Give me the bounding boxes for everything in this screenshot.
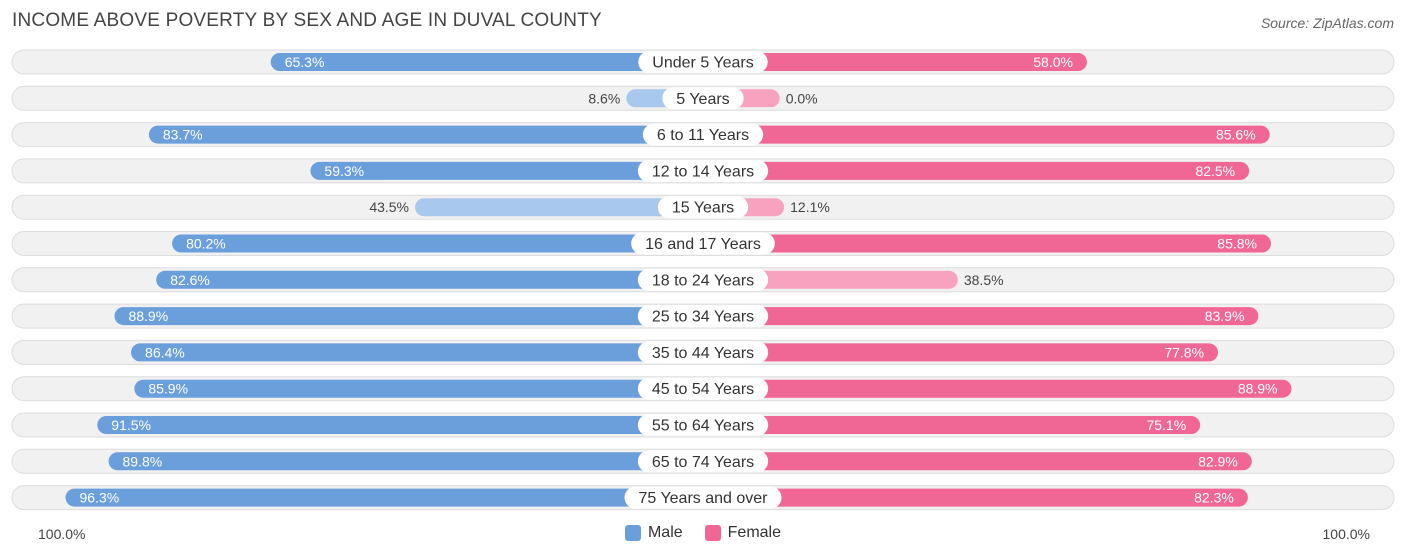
female-bar: [703, 161, 1250, 180]
category-label: 25 to 34 Years: [652, 309, 754, 326]
male-value-label: 65.3%: [285, 54, 325, 70]
male-bar: [134, 379, 704, 398]
category-pill: [637, 268, 769, 291]
female-bar: [703, 343, 1219, 362]
male-bar: [156, 270, 704, 289]
category-label: 35 to 44 Years: [652, 345, 754, 362]
female-value-label: 85.8%: [1217, 236, 1257, 252]
male-bar: [97, 416, 703, 434]
female-value-label: 77.8%: [1164, 344, 1204, 360]
category-label: 16 and 17 Years: [645, 236, 761, 253]
female-value-label: 88.9%: [1238, 381, 1278, 397]
male-value-label: 59.3%: [324, 163, 364, 179]
category-label: 6 to 11 Years: [657, 127, 749, 144]
category-pill: [657, 196, 749, 219]
legend: Male Female: [0, 524, 1406, 542]
category-label: 5 Years: [676, 91, 729, 108]
female-bar: [703, 452, 1252, 471]
female-value-label: 82.9%: [1198, 453, 1238, 469]
category-pill: [631, 232, 775, 255]
legend-male-swatch: [624, 525, 641, 541]
female-value-label: 83.9%: [1205, 308, 1245, 324]
male-bar: [270, 53, 703, 71]
male-bar: [108, 452, 704, 471]
male-value-label: 88.9%: [128, 308, 168, 324]
legend-item-female: Female: [704, 524, 782, 542]
female-value-label: 58.0%: [1033, 54, 1073, 70]
category-label: 75 Years and over: [639, 490, 769, 507]
legend-female-swatch: [704, 525, 721, 541]
male-value-label: 82.6%: [170, 272, 210, 288]
legend-male-label: Male: [647, 524, 683, 541]
category-pill: [638, 51, 768, 73]
male-value-label: 83.7%: [163, 127, 203, 143]
female-value-label: 75.1%: [1146, 417, 1186, 433]
male-value-label: 80.2%: [186, 236, 226, 252]
category-label: 12 to 14 Years: [652, 163, 754, 180]
female-value-label: 38.5%: [964, 272, 1004, 288]
male-bar: [65, 488, 703, 507]
female-bar: [703, 416, 1201, 434]
category-pill: [637, 159, 769, 182]
category-label: 15 Years: [672, 200, 734, 217]
category-label: 55 to 64 Years: [652, 418, 754, 435]
female-value-label: 0.0%: [786, 90, 818, 106]
female-bar: [703, 307, 1259, 326]
axis-left-label: 100.0%: [38, 526, 86, 542]
source-label: Source: ZipAtlas.com: [1260, 15, 1394, 31]
male-bar: [148, 125, 703, 144]
male-value-label: 43.5%: [369, 199, 409, 215]
male-value-label: 85.9%: [148, 381, 188, 397]
category-pill: [637, 341, 769, 364]
legend-item-male: Male: [624, 524, 683, 542]
male-value-label: 89.8%: [123, 453, 163, 469]
female-value-label: 85.6%: [1216, 127, 1256, 143]
legend-female-label: Female: [727, 524, 782, 541]
female-bar: [703, 53, 1087, 71]
category-pill: [662, 87, 744, 110]
male-bar: [415, 198, 703, 217]
female-bar: [703, 234, 1271, 253]
male-bar: [114, 307, 704, 326]
male-bar: [131, 343, 704, 362]
category-pill: [642, 123, 764, 146]
diverging-bar-chart: Under 5 Years 65.3% 58.0% 5 Years 8.6% 0.0% 6 …: [11, 49, 1395, 511]
category-label: Under 5 Years: [652, 55, 753, 72]
female-value-label: 82.5%: [1195, 163, 1235, 179]
category-pill: [637, 414, 769, 436]
male-value-label: 91.5%: [111, 417, 151, 433]
male-bar: [310, 161, 703, 180]
category-pill: [637, 305, 769, 328]
category-label: 45 to 54 Years: [652, 381, 754, 398]
category-label: 18 to 24 Years: [652, 272, 754, 289]
male-value-label: 96.3%: [79, 490, 119, 506]
category-label: 65 to 74 Years: [652, 454, 754, 471]
female-value-label: 12.1%: [790, 199, 830, 215]
female-value-label: 82.3%: [1194, 490, 1234, 506]
male-bar: [172, 234, 704, 253]
male-value-label: 8.6%: [588, 90, 620, 106]
category-pill: [637, 450, 769, 473]
female-bar: [703, 488, 1248, 507]
female-bar: [703, 379, 1292, 398]
chart-title: INCOME ABOVE POVERTY BY SEX AND AGE IN D…: [12, 10, 602, 31]
category-pill: [624, 486, 782, 509]
male-value-label: 86.4%: [145, 344, 185, 360]
female-bar: [703, 125, 1270, 144]
category-pill: [637, 377, 769, 400]
axis-right-label: 100.0%: [1322, 526, 1370, 542]
